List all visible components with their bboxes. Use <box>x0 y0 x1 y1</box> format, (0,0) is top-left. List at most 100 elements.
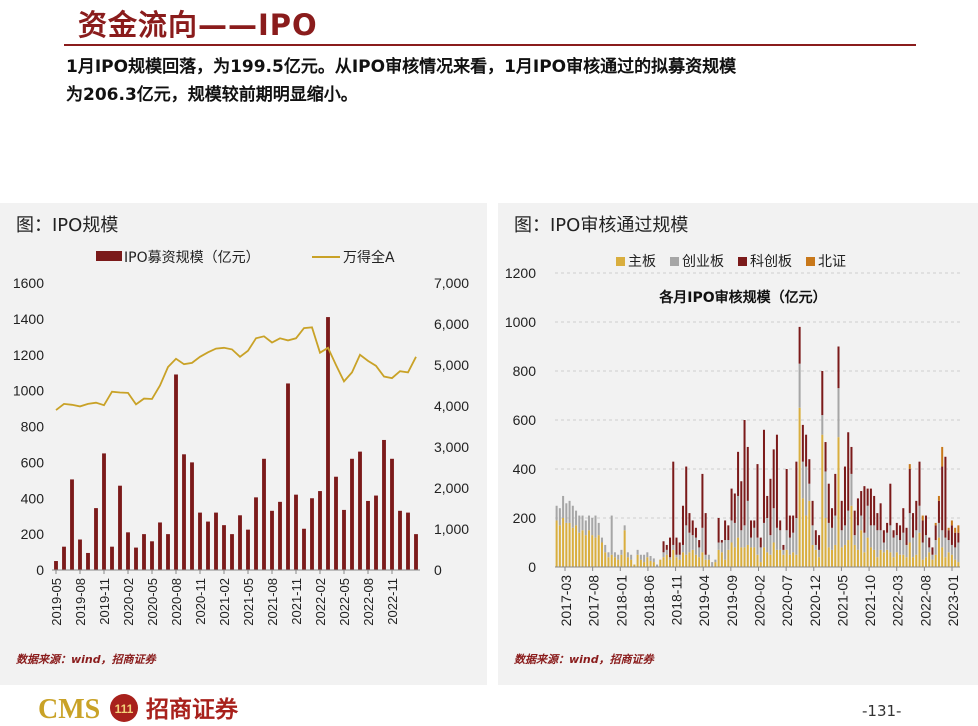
approval-bar-segment <box>853 510 856 536</box>
approval-bar-segment <box>811 500 814 526</box>
approval-bar-segment <box>753 520 756 528</box>
approval-bar-segment <box>717 518 720 543</box>
approval-bar-segment <box>921 559 924 567</box>
approval-bar-segment <box>889 525 892 553</box>
approval-bar-segment <box>808 483 811 501</box>
x-tick-label: 2022-03 <box>890 575 906 627</box>
approval-bar-segment <box>597 535 600 567</box>
approval-bar-segment <box>782 554 785 567</box>
approval-bar-segment <box>837 346 840 389</box>
approval-bar-segment <box>811 525 814 545</box>
approval-bar-segment <box>850 505 853 567</box>
right-y-tick-label: 5,000 <box>434 357 469 373</box>
approval-bar-segment <box>743 547 746 567</box>
ipo-bar <box>70 479 74 570</box>
approval-bar-segment <box>895 535 898 553</box>
wind-all-a-line <box>55 326 417 411</box>
approval-bar-segment <box>915 500 918 531</box>
approval-bar-segment <box>620 554 623 567</box>
approval-bar-segment <box>746 544 749 567</box>
approval-bar-segment <box>895 522 898 536</box>
approval-bar-segment <box>944 537 947 558</box>
approval-bar-segment <box>779 530 782 550</box>
approval-bar-segment <box>688 513 691 533</box>
approval-bar-segment <box>613 557 616 567</box>
left-y-tick-label: 1200 <box>13 347 44 363</box>
ipo-bar <box>254 497 258 570</box>
ipo-bar <box>134 547 138 570</box>
approval-bar-segment <box>860 530 863 567</box>
approval-bar-segment <box>873 549 876 567</box>
approval-bar-segment <box>675 537 678 555</box>
approval-bar-segment <box>856 525 859 550</box>
x-tick-label: 2018-11 <box>669 575 685 626</box>
ipo-bar <box>126 532 130 570</box>
approval-bar-segment <box>847 432 850 511</box>
approval-bar-segment <box>798 326 801 364</box>
approval-bar-segment <box>934 522 937 526</box>
approval-bar-segment <box>694 537 697 555</box>
approval-bar-segment <box>730 488 733 521</box>
approval-bar-segment <box>714 559 717 563</box>
approval-bar-segment <box>912 513 915 538</box>
approval-bar-segment <box>681 552 684 567</box>
approval-bar-segment <box>947 527 950 531</box>
approval-bar-segment <box>856 498 859 526</box>
approval-bar-segment <box>665 554 668 567</box>
approval-bar-segment <box>740 481 743 531</box>
ipo-bar <box>310 498 314 570</box>
approval-bar-segment <box>950 520 953 526</box>
approval-bar-segment <box>740 530 743 548</box>
approval-bar-segment <box>662 557 665 567</box>
x-tick-label: 2021-11 <box>289 578 304 625</box>
approval-bar-segment <box>892 557 895 567</box>
approval-bar-segment <box>918 461 921 506</box>
ipo-bar <box>174 374 178 570</box>
approval-bar-segment <box>558 525 561 567</box>
x-tick-label: 2023-01 <box>945 575 961 627</box>
approval-bar-segment <box>818 549 821 558</box>
approval-bar-segment <box>740 547 743 567</box>
approval-bar-segment <box>856 549 859 567</box>
approval-bar-segment <box>821 434 824 567</box>
approval-bar-segment <box>892 530 895 538</box>
y-tick-label: 200 <box>513 510 537 526</box>
y-tick-label: 800 <box>513 363 537 379</box>
approval-bar-segment <box>681 544 684 553</box>
approval-bar-segment <box>814 544 817 550</box>
ipo-bar <box>86 552 90 570</box>
left-y-tick-label: 1000 <box>13 383 44 399</box>
approval-bar-segment <box>581 530 584 567</box>
ipo-bar <box>78 539 82 570</box>
approval-bar-segment <box>656 564 659 567</box>
approval-bar-segment <box>756 554 759 567</box>
ipo-bar <box>158 522 162 570</box>
approval-bar-segment <box>860 491 863 516</box>
approval-bar-segment <box>886 532 889 550</box>
approval-bar-segment <box>918 505 921 533</box>
legend-line-label: 万得全A <box>343 249 395 266</box>
approval-bar-segment <box>639 559 642 567</box>
approval-bar-segment <box>646 557 649 567</box>
approval-bar-segment <box>720 542 723 553</box>
approval-bar-segment <box>772 449 775 509</box>
logo-text: CMS <box>38 694 100 724</box>
approval-bar-segment <box>824 518 827 567</box>
ipo-bar <box>382 439 386 570</box>
approval-bar-segment <box>591 518 594 536</box>
approval-bar-segment <box>808 459 811 484</box>
approval-bar-segment <box>840 530 843 548</box>
right-y-tick-label: 0 <box>434 562 442 578</box>
approval-bar-segment <box>886 549 889 567</box>
approval-bar-segment <box>620 549 623 555</box>
approval-bar-segment <box>795 461 798 518</box>
right-y-tick-label: 7,000 <box>434 275 469 291</box>
approval-bar-segment <box>798 363 801 408</box>
approval-bar-segment <box>724 540 727 560</box>
approval-bar-segment <box>853 535 856 545</box>
approval-bar-segment <box>850 446 853 474</box>
approval-bar-segment <box>902 554 905 567</box>
approval-bar-segment <box>921 515 924 521</box>
approval-bar-segment <box>915 530 918 555</box>
ipo-bar <box>246 529 250 570</box>
